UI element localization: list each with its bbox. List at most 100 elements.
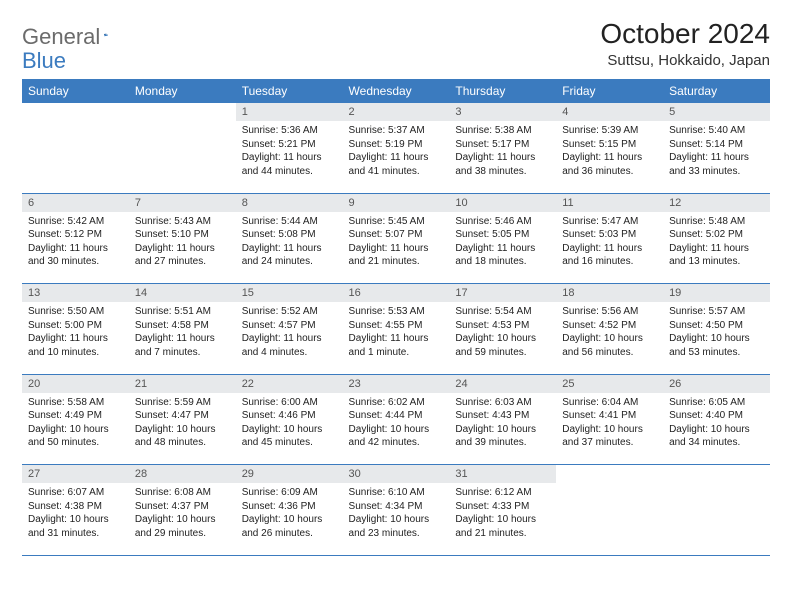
day-number: 13	[22, 284, 129, 302]
sunset-line: Sunset: 5:14 PM	[669, 138, 764, 152]
daylight-line: Daylight: 10 hours and 50 minutes.	[28, 423, 123, 450]
day-number: 3	[449, 103, 556, 121]
sunset-line: Sunset: 5:21 PM	[242, 138, 337, 152]
sunrise-line: Sunrise: 6:05 AM	[669, 396, 764, 410]
day-number: 16	[343, 284, 450, 302]
sunrise-line: Sunrise: 6:00 AM	[242, 396, 337, 410]
sunset-line: Sunset: 4:44 PM	[349, 409, 444, 423]
sunset-line: Sunset: 4:38 PM	[28, 500, 123, 514]
day-number: 24	[449, 375, 556, 393]
daylight-line: Daylight: 11 hours and 36 minutes.	[562, 151, 657, 178]
day-number: 22	[236, 375, 343, 393]
day-number: 7	[129, 194, 236, 212]
sunset-line: Sunset: 5:05 PM	[455, 228, 550, 242]
sunrise-line: Sunrise: 6:04 AM	[562, 396, 657, 410]
sunrise-line: Sunrise: 5:50 AM	[28, 305, 123, 319]
day-number-row: 6789101112	[22, 193, 770, 212]
flag-icon	[104, 27, 108, 43]
sunrise-line: Sunrise: 6:08 AM	[135, 486, 230, 500]
daylight-line: Daylight: 10 hours and 42 minutes.	[349, 423, 444, 450]
sunset-line: Sunset: 4:33 PM	[455, 500, 550, 514]
day-data-row: Sunrise: 5:50 AMSunset: 5:00 PMDaylight:…	[22, 302, 770, 374]
daylight-line: Daylight: 10 hours and 23 minutes.	[349, 513, 444, 540]
weekday-header: Saturday	[663, 79, 770, 103]
calendar-table: SundayMondayTuesdayWednesdayThursdayFrid…	[22, 79, 770, 556]
sunrise-line: Sunrise: 5:44 AM	[242, 215, 337, 229]
day-number: 28	[129, 465, 236, 483]
day-data-row: Sunrise: 6:07 AMSunset: 4:38 PMDaylight:…	[22, 483, 770, 555]
sunset-line: Sunset: 4:58 PM	[135, 319, 230, 333]
day-cell: Sunrise: 5:54 AMSunset: 4:53 PMDaylight:…	[449, 302, 556, 374]
daylight-line: Daylight: 10 hours and 29 minutes.	[135, 513, 230, 540]
day-number	[22, 103, 129, 109]
logo-text-general: General	[22, 24, 100, 50]
day-cell: Sunrise: 5:52 AMSunset: 4:57 PMDaylight:…	[236, 302, 343, 374]
daylight-line: Daylight: 11 hours and 27 minutes.	[135, 242, 230, 269]
title-block: October 2024 Suttsu, Hokkaido, Japan	[600, 18, 770, 69]
day-cell: Sunrise: 5:46 AMSunset: 5:05 PMDaylight:…	[449, 212, 556, 284]
day-number: 5	[663, 103, 770, 121]
daylight-line: Daylight: 11 hours and 18 minutes.	[455, 242, 550, 269]
sunset-line: Sunset: 4:40 PM	[669, 409, 764, 423]
day-cell: Sunrise: 5:50 AMSunset: 5:00 PMDaylight:…	[22, 302, 129, 374]
day-cell: Sunrise: 5:57 AMSunset: 4:50 PMDaylight:…	[663, 302, 770, 374]
day-cell	[663, 483, 770, 555]
day-cell: Sunrise: 6:10 AMSunset: 4:34 PMDaylight:…	[343, 483, 450, 555]
day-cell: Sunrise: 6:02 AMSunset: 4:44 PMDaylight:…	[343, 393, 450, 465]
day-number: 21	[129, 375, 236, 393]
sunrise-line: Sunrise: 5:59 AM	[135, 396, 230, 410]
sunset-line: Sunset: 4:47 PM	[135, 409, 230, 423]
day-cell: Sunrise: 5:48 AMSunset: 5:02 PMDaylight:…	[663, 212, 770, 284]
day-data-row: Sunrise: 5:42 AMSunset: 5:12 PMDaylight:…	[22, 212, 770, 284]
day-cell: Sunrise: 5:44 AMSunset: 5:08 PMDaylight:…	[236, 212, 343, 284]
sunrise-line: Sunrise: 6:10 AM	[349, 486, 444, 500]
sunset-line: Sunset: 4:49 PM	[28, 409, 123, 423]
sunrise-line: Sunrise: 5:43 AM	[135, 215, 230, 229]
sunrise-line: Sunrise: 5:56 AM	[562, 305, 657, 319]
sunset-line: Sunset: 5:17 PM	[455, 138, 550, 152]
sunrise-line: Sunrise: 6:07 AM	[28, 486, 123, 500]
day-number-row: 2728293031	[22, 465, 770, 484]
sunrise-line: Sunrise: 5:36 AM	[242, 124, 337, 138]
day-cell: Sunrise: 6:05 AMSunset: 4:40 PMDaylight:…	[663, 393, 770, 465]
day-cell: Sunrise: 5:40 AMSunset: 5:14 PMDaylight:…	[663, 121, 770, 193]
weekday-header: Sunday	[22, 79, 129, 103]
daylight-line: Daylight: 10 hours and 48 minutes.	[135, 423, 230, 450]
daylight-line: Daylight: 10 hours and 21 minutes.	[455, 513, 550, 540]
daylight-line: Daylight: 10 hours and 31 minutes.	[28, 513, 123, 540]
sunset-line: Sunset: 5:15 PM	[562, 138, 657, 152]
location: Suttsu, Hokkaido, Japan	[600, 52, 770, 69]
sunset-line: Sunset: 5:19 PM	[349, 138, 444, 152]
day-number	[129, 103, 236, 109]
day-number: 4	[556, 103, 663, 121]
sunrise-line: Sunrise: 5:45 AM	[349, 215, 444, 229]
day-cell: Sunrise: 5:53 AMSunset: 4:55 PMDaylight:…	[343, 302, 450, 374]
daylight-line: Daylight: 11 hours and 10 minutes.	[28, 332, 123, 359]
sunset-line: Sunset: 4:46 PM	[242, 409, 337, 423]
day-number: 20	[22, 375, 129, 393]
daylight-line: Daylight: 11 hours and 4 minutes.	[242, 332, 337, 359]
daylight-line: Daylight: 10 hours and 59 minutes.	[455, 332, 550, 359]
sunrise-line: Sunrise: 5:51 AM	[135, 305, 230, 319]
sunset-line: Sunset: 5:00 PM	[28, 319, 123, 333]
daylight-line: Daylight: 11 hours and 24 minutes.	[242, 242, 337, 269]
day-cell: Sunrise: 5:36 AMSunset: 5:21 PMDaylight:…	[236, 121, 343, 193]
day-cell: Sunrise: 5:39 AMSunset: 5:15 PMDaylight:…	[556, 121, 663, 193]
sunrise-line: Sunrise: 5:40 AM	[669, 124, 764, 138]
day-cell: Sunrise: 5:59 AMSunset: 4:47 PMDaylight:…	[129, 393, 236, 465]
sunrise-line: Sunrise: 5:58 AM	[28, 396, 123, 410]
day-number: 27	[22, 465, 129, 483]
day-number: 8	[236, 194, 343, 212]
sunrise-line: Sunrise: 5:48 AM	[669, 215, 764, 229]
weekday-header-row: SundayMondayTuesdayWednesdayThursdayFrid…	[22, 79, 770, 103]
day-number	[556, 465, 663, 471]
day-cell: Sunrise: 5:58 AMSunset: 4:49 PMDaylight:…	[22, 393, 129, 465]
day-cell: Sunrise: 6:08 AMSunset: 4:37 PMDaylight:…	[129, 483, 236, 555]
day-number: 25	[556, 375, 663, 393]
day-cell: Sunrise: 6:04 AMSunset: 4:41 PMDaylight:…	[556, 393, 663, 465]
daylight-line: Daylight: 10 hours and 39 minutes.	[455, 423, 550, 450]
weekday-header: Tuesday	[236, 79, 343, 103]
day-number: 11	[556, 194, 663, 212]
day-number-row: 12345	[22, 103, 770, 121]
daylight-line: Daylight: 11 hours and 44 minutes.	[242, 151, 337, 178]
